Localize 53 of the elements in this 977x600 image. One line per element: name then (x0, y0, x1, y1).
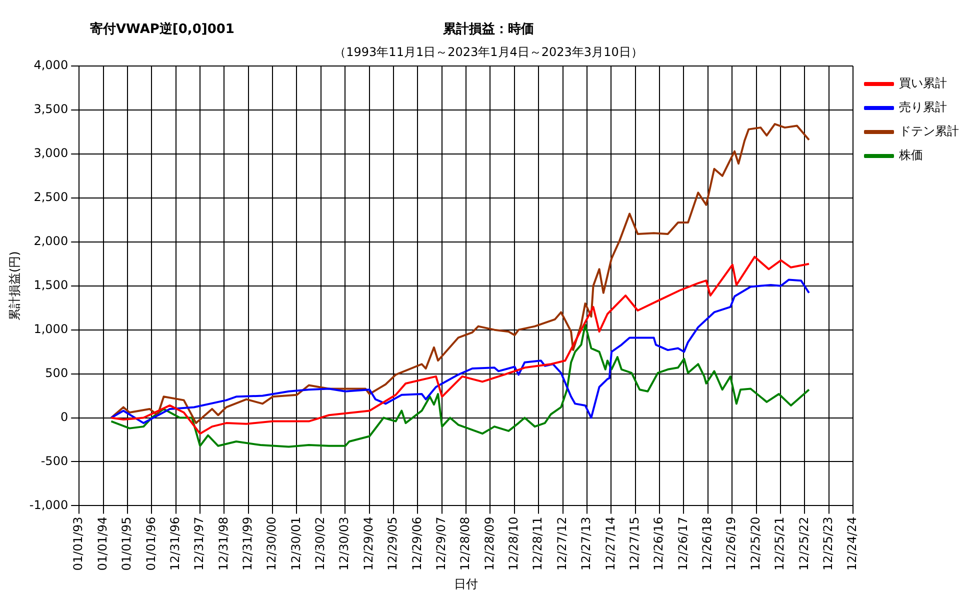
x-tick-label: 12/27/12 (554, 516, 569, 571)
y-tick-label: 2,000 (34, 234, 68, 248)
x-tick-label: 12/29/07 (434, 516, 448, 571)
legend-label: ドテン累計 (899, 124, 959, 138)
x-tick-label: 12/27/13 (579, 516, 594, 571)
x-tick-label: 12/31/98 (216, 516, 230, 571)
chart-title: 累計損益：時価 (443, 22, 534, 37)
y-tick-label: 3,500 (34, 102, 68, 116)
y-tick-label: 3,000 (34, 146, 68, 160)
text: 寄付VWAP逆[0,0]001 (90, 20, 234, 38)
x-tick-label: 12/25/21 (772, 516, 787, 571)
x-tick-label: 01/01/93 (71, 516, 86, 571)
legend-label: 株価 (898, 148, 923, 162)
x-tick-label: 12/27/15 (627, 516, 642, 571)
x-tick-label: 12/29/05 (386, 516, 400, 571)
x-tick-label: 12/31/97 (192, 516, 206, 571)
x-tick-label: 12/30/03 (337, 516, 352, 571)
x-tick-label: 12/31/96 (168, 516, 182, 571)
x-tick-label: 12/25/22 (796, 516, 811, 571)
x-tick-label: 12/28/11 (530, 516, 545, 571)
x-tick-label: 01/01/96 (144, 516, 158, 571)
x-tick-label: 12/28/08 (458, 516, 472, 571)
x-tick-label: 12/25/20 (748, 516, 762, 571)
x-tick-label: 12/29/06 (410, 516, 424, 571)
x-tick-label: 12/26/19 (724, 516, 738, 571)
y-tick-label: -1,000 (29, 498, 68, 512)
x-tick-label: 01/01/95 (120, 516, 134, 571)
legend-label: 売り累計 (899, 100, 947, 114)
x-tick-label: 12/28/10 (506, 516, 521, 571)
y-axis-title: 累計損益(円) (7, 251, 22, 321)
x-tick-label: 12/26/17 (676, 516, 690, 571)
y-tick-label: 1,000 (34, 322, 68, 336)
x-tick-label: 12/30/01 (288, 516, 303, 571)
y-tick-label: 2,500 (34, 190, 68, 204)
x-tick-label: 12/26/18 (700, 516, 714, 571)
y-tick-label: 1,500 (34, 278, 68, 292)
y-tick-label: 4,000 (34, 58, 68, 72)
legend-label: 買い累計 (899, 76, 947, 90)
y-tick-label: -500 (40, 454, 68, 468)
x-tick-label: 12/30/02 (313, 516, 328, 571)
x-tick-label: 01/01/94 (95, 516, 110, 571)
x-tick-label: 12/27/14 (603, 516, 618, 571)
y-tick-label: 0 (60, 410, 68, 424)
x-tick-label: 12/29/04 (361, 516, 376, 571)
x-tick-label: 12/28/09 (482, 516, 496, 571)
x-tick-label: 12/26/16 (652, 516, 666, 571)
x-tick-label: 12/30/00 (264, 516, 279, 571)
chart-subtitle: （1993年11月1日～2023年1月4日～2023年3月10日） (334, 45, 643, 59)
x-tick-label: 12/25/23 (820, 516, 835, 571)
x-tick-label: 12/31/99 (240, 516, 255, 571)
y-tick-label: 500 (45, 366, 68, 380)
x-tick-label: 12/24/24 (845, 516, 860, 571)
x-axis-title: 日付 (454, 576, 478, 591)
